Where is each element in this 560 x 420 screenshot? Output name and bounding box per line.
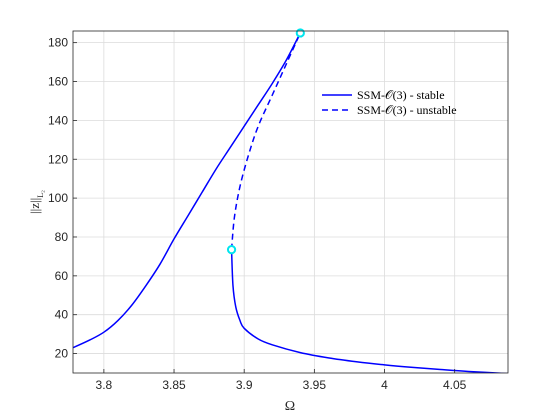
fold-point-marker — [226, 245, 237, 255]
y-tick-label: 100 — [48, 191, 68, 205]
x-axis-label: Ω — [285, 399, 295, 414]
plot-area — [73, 31, 508, 373]
unstable-branch-line — [230, 32, 302, 250]
legend-unstable-label: SSM-𝒪(3) - unstable — [357, 103, 457, 117]
y-tick-label: 140 — [48, 113, 68, 127]
svg-text:||z||L₂: ||z||L₂ — [27, 190, 45, 214]
stable-branch-line — [230, 249, 508, 373]
x-tick-label: 3.85 — [162, 378, 186, 392]
legend-stable-label: SSM-𝒪(3) - stable — [357, 88, 445, 102]
grid — [73, 31, 508, 373]
plot-frame — [72, 30, 509, 374]
x-tick-label: 3.95 — [303, 378, 327, 392]
fold-point-marker — [295, 28, 305, 38]
y-tick-label: 180 — [48, 36, 68, 50]
y-tick-label: 60 — [55, 269, 69, 283]
y-tick-label: 40 — [55, 308, 69, 322]
legend: SSM-𝒪(3) - stable SSM-𝒪(3) - unstable — [322, 88, 457, 117]
x-tick-label: 4.05 — [443, 378, 467, 392]
y-axis-label-main: ||z|| — [27, 198, 42, 214]
y-tick-label: 20 — [55, 347, 69, 361]
x-tick-label: 3.9 — [236, 378, 253, 392]
y-tick-label: 120 — [48, 152, 68, 166]
x-tick-label: 3.8 — [96, 378, 113, 392]
y-tick-label: 80 — [55, 230, 69, 244]
y-tick-label: 160 — [48, 75, 68, 89]
x-tick-label: 4 — [381, 378, 388, 392]
ticks: 3.8 3.85 3.9 3.95 4 4.05 20 40 60 80 100 120 140 160 1… — [48, 36, 467, 392]
series-layer — [73, 32, 508, 373]
stable-branch-line — [73, 32, 301, 349]
y-axis-label: ||z||L₂ — [27, 190, 45, 214]
y-axis-label-sub: L₂ — [36, 190, 45, 198]
